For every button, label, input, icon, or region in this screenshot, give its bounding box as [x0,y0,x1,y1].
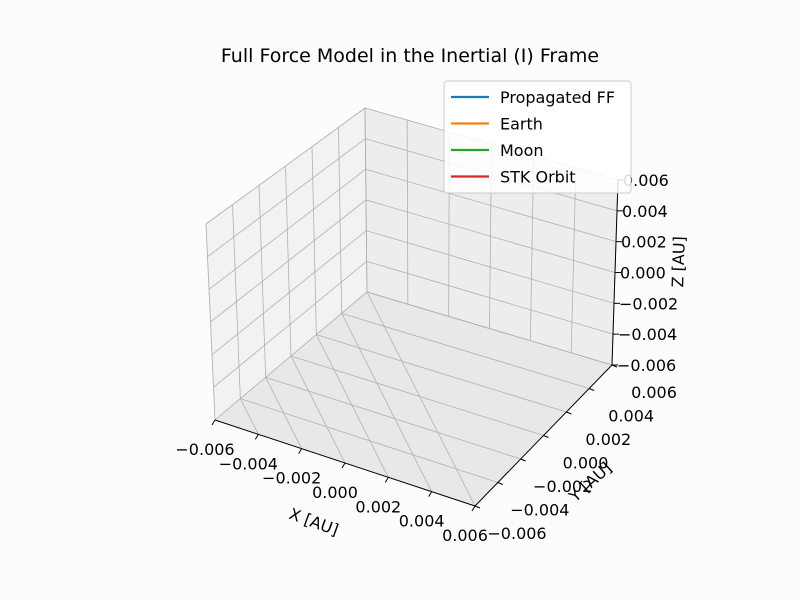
y-tick-label: 0.002 [585,430,631,449]
x-tick [384,477,389,483]
z-tick-label: 0.000 [620,264,666,283]
z-tick-label: −0.004 [618,325,677,344]
y-tick [520,458,526,462]
x-tick-label: 0.002 [355,497,401,516]
x-gridline-floor [290,355,346,464]
y-tick [566,411,572,415]
legend-entries: Propagated FF Earth Moon STK Orbit [451,88,615,187]
z-tick-label: −0.006 [617,356,676,375]
x-gridline-floor [366,291,476,507]
x-tick [471,505,476,512]
x-tick [341,462,346,469]
chart-title: Full Force Model in the Inertial (I) Fra… [221,45,599,67]
x-tick-label: 0.000 [312,483,358,502]
legend-label: STK Orbit [500,168,576,187]
x-tick-label: 0.004 [399,512,445,531]
y-tick [497,482,504,485]
legend-frame [443,80,632,194]
y-tick-label: 0.000 [563,454,609,473]
z-tick-label: 0.006 [623,171,669,190]
x-gridline-floor [265,377,303,449]
y-gridline-floor [265,376,521,460]
tick-marks [211,179,624,512]
y-gridline-floor [341,312,590,389]
legend: Propagated FF Earth Moon STK Orbit [443,80,632,194]
y-tick-label: 0.004 [608,407,654,426]
z-axis-label: Z [AU] [668,236,689,288]
legend-label: Propagated FF [500,88,615,107]
z-tick-label: 0.004 [622,202,668,221]
x-tick-label: −0.002 [262,469,321,488]
z-tick-label: 0.002 [621,233,667,252]
y-tick-label: −0.006 [487,524,546,543]
y-gridline-floor [316,334,567,413]
y-tick-label: 0.006 [631,383,677,402]
x-tick-label: −0.004 [219,454,278,473]
x-gridline-floor [239,398,259,435]
z-tick-label: −0.002 [619,294,678,313]
y-tick-label: −0.002 [533,477,592,496]
tick-labels: −0.006−0.004−0.0020.0000.0020.0040.0060.… [175,171,678,545]
z-gridline [214,291,613,421]
y-gridline-floor [290,355,544,436]
x-tick [254,434,259,440]
y-tick-label: −0.004 [510,501,569,520]
x-gridline-floor [315,334,389,478]
x-tick-label: 0.006 [442,526,488,545]
y-tick [474,505,481,509]
x-gridline-floor [341,313,433,492]
y-tick [588,388,595,391]
x-tick [298,448,303,454]
x-tick [428,491,433,497]
legend-label: Earth [500,115,543,134]
legend-label: Moon [500,141,544,160]
y-tick [543,435,549,438]
x-tick-label: −0.006 [175,440,234,459]
x-tick [211,419,216,426]
x-gridline-wall [364,107,368,293]
